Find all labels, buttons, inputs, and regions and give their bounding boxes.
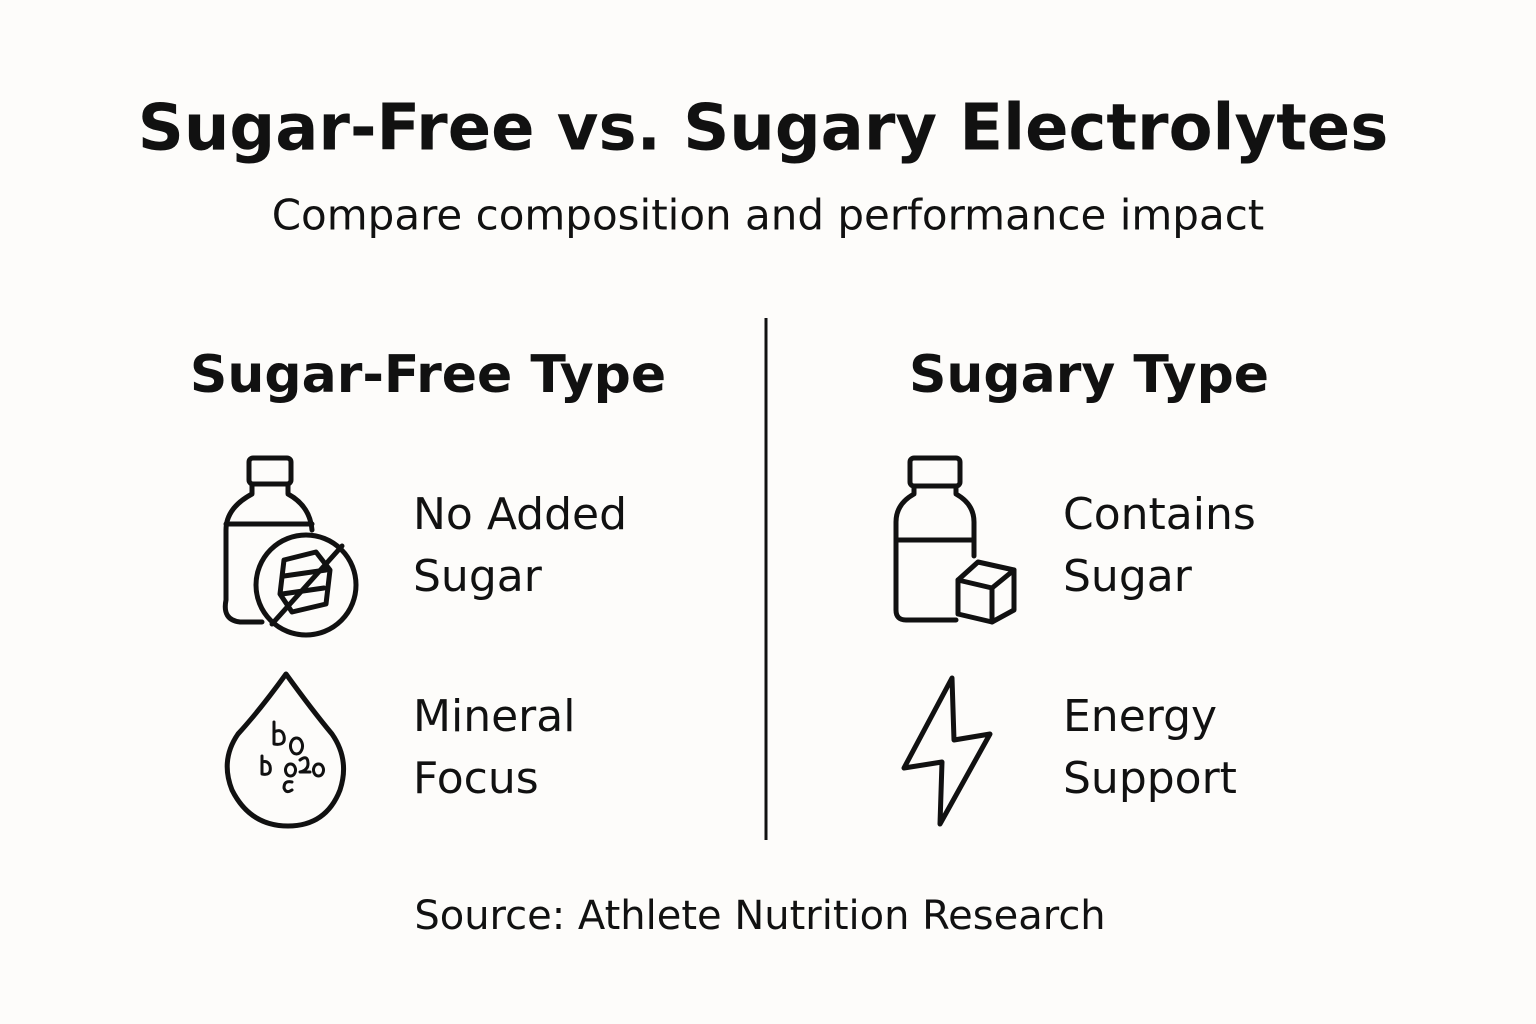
subtitle: Compare composition and performance impa… [272, 191, 1265, 240]
column-title: Sugar-Free Type [190, 345, 666, 405]
item-label: Sugar [413, 551, 543, 602]
sugary-bottle-icon [893, 455, 1017, 625]
item-label: Support [1063, 753, 1237, 804]
mineral-drop-icon [224, 671, 347, 829]
source: Source: Athlete Nutrition Research [414, 893, 1105, 939]
energy-icon [901, 675, 993, 827]
item-label: Energy [1063, 691, 1217, 742]
column-title: Sugary Type [909, 345, 1269, 405]
item-label: No Added [413, 489, 627, 540]
item-label: Mineral [413, 691, 575, 742]
item-label: Sugar [1063, 551, 1193, 602]
item-label: Focus [413, 753, 539, 804]
no-sugar-icon [222, 455, 359, 638]
title: Sugar-Free vs. Sugary Electrolytes [138, 92, 1389, 166]
item-label: Contains [1063, 489, 1256, 540]
